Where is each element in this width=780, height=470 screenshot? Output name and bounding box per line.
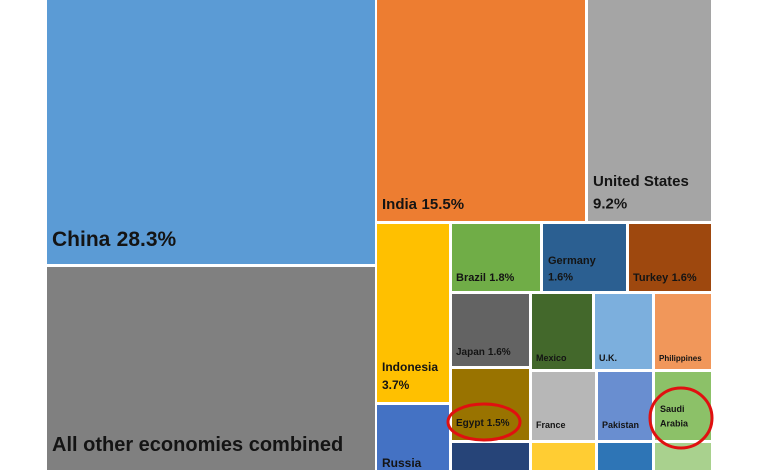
cell-value: 1.8% [489, 272, 514, 284]
cell-label: Turkey 1.6% [633, 272, 697, 284]
highlight-circle [648, 386, 714, 450]
treemap-cell [598, 443, 652, 470]
cell-label: All other economies combined [52, 434, 343, 456]
cell-name: Japan [456, 347, 485, 358]
cell-label: Japan 1.6% [456, 347, 511, 358]
treemap-cell [598, 372, 652, 440]
cell-label: China 28.3% [52, 228, 177, 251]
treemap-cell [532, 443, 595, 470]
cell-name: U.K. [599, 353, 617, 363]
cell-name: Brazil [456, 272, 486, 284]
cell-label: France [536, 420, 566, 430]
treemap-cell [655, 372, 711, 440]
treemap-cell [47, 0, 375, 264]
cell-name: All other economies combined [52, 434, 343, 456]
cell-label: Indonesia 3.7% [382, 360, 438, 392]
cell-label: Egypt 1.5% [456, 418, 510, 429]
cell-label: Saudi Arabia [660, 404, 689, 428]
treemap-cell [452, 224, 540, 291]
treemap-cell [595, 294, 652, 369]
treemap-cell [452, 294, 529, 366]
cell-value: 15.5% [422, 196, 465, 213]
cell-label: Pakistan [602, 420, 639, 430]
cell-name: Pakistan [602, 420, 639, 430]
cell-value: 1.6% [672, 272, 697, 284]
treemap-cell [47, 267, 375, 470]
cell-name: China [52, 228, 111, 251]
cell-label: Philippines [659, 354, 702, 363]
treemap-cell [588, 0, 711, 221]
cell-label: Germany 1.6% [548, 255, 597, 284]
cell-name: Egypt [456, 418, 484, 429]
cell-name: India [382, 196, 418, 213]
cell-value: 1.5% [487, 418, 510, 429]
cell-label: Mexico [536, 353, 567, 363]
cell-name: Arabia [660, 418, 689, 428]
cell-label: India 15.5% [382, 196, 464, 213]
treemap-cell [377, 0, 585, 221]
cell-name: United States [593, 173, 689, 190]
cell-value: 28.3% [117, 228, 177, 251]
treemap-cell [629, 224, 711, 291]
treemap-cell [543, 224, 626, 291]
cell-name: Mexico [536, 353, 567, 363]
cell-value: 3.7% [382, 378, 410, 392]
treemap-cell [532, 294, 592, 369]
cell-label: Russia [382, 456, 422, 470]
highlight-circle [446, 402, 522, 442]
cell-value: 1.6% [488, 347, 511, 358]
cell-name: France [536, 420, 566, 430]
cell-name: Philippines [659, 354, 702, 363]
treemap-cell [377, 224, 449, 402]
treemap-cell [377, 405, 449, 470]
treemap-cell [532, 372, 595, 440]
cell-value: 1.6% [548, 272, 573, 284]
cell-value: 9.2% [593, 196, 627, 213]
cell-name: Russia [382, 456, 422, 470]
cell-name: Saudi [660, 404, 685, 414]
treemap-cell [452, 443, 529, 470]
cell-name: Indonesia [382, 360, 438, 374]
treemap-cell [655, 294, 711, 369]
treemap: China 28.3% All other economies combined In… [47, 0, 711, 470]
cell-label: U.K. [599, 353, 617, 363]
cell-name: Turkey [633, 272, 669, 284]
cell-name: Germany [548, 255, 597, 267]
cell-label: Brazil 1.8% [456, 272, 515, 284]
cell-label: United States 9.2% [593, 173, 689, 213]
